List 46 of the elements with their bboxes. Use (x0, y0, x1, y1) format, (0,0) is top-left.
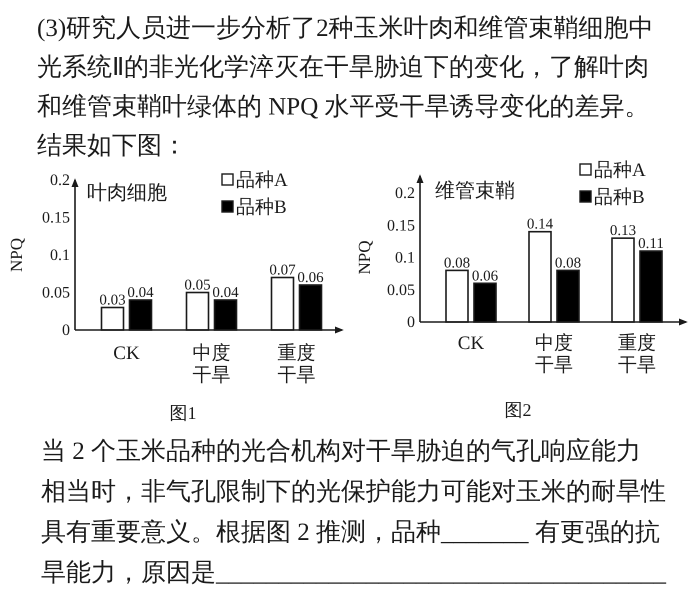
legend-label: 品种B (594, 187, 645, 208)
y-tick-label: 0 (407, 314, 415, 331)
text: 光系统Ⅱ的非光化学淬灭在干旱胁迫下的变化，了解叶肉 (37, 53, 649, 82)
data-label: 0.03 (99, 292, 126, 308)
text: 和维管束鞘叶绿体的 NPQ 水平受干旱诱导变化的差异。 (37, 92, 650, 120)
data-label: 0.08 (554, 255, 582, 272)
y-tick-label: 0.05 (387, 282, 415, 299)
x-tick-label: 中度干旱 (535, 332, 573, 376)
legend-label: 品种A (594, 160, 646, 181)
x-tick-label: CK (458, 333, 484, 354)
text: 结果如下图： (37, 132, 187, 160)
y-tick-label: 0.1 (395, 250, 415, 266)
y-tick-label: 0.2 (395, 185, 415, 202)
data-label: 0.07 (269, 262, 296, 278)
legend-label: 品种B (236, 197, 287, 218)
chart-title: 维管束鞘 (435, 180, 515, 202)
text: 当 2 个玉米品种的光合机构对干旱胁迫的气孔响应能力 (41, 437, 641, 465)
data-label: 0.08 (444, 255, 470, 272)
text: 旱能力，原因是____________________________________ (41, 560, 666, 586)
data-label: 0.14 (526, 216, 554, 233)
y-tick-label: 0.15 (42, 210, 70, 226)
y-tick-label: 0.05 (42, 284, 70, 302)
text: 相当时，非气孔限制下的光保护能力可能对玉米的耐旱性 (41, 478, 666, 506)
y-tick-label: 0 (62, 322, 70, 339)
x-tick-label: 重度干旱 (618, 332, 656, 376)
caption: 图1 (170, 403, 196, 423)
y-axis-title: NPQ (7, 238, 26, 272)
caption: 图2 (504, 400, 532, 420)
legend-label: 品种A (236, 170, 288, 191)
data-label: 0.13 (610, 223, 636, 240)
data-label: 0.04 (127, 285, 154, 301)
data-label: 0.04 (212, 285, 240, 301)
data-label: 0.11 (638, 236, 664, 252)
data-label: 0.05 (184, 278, 211, 294)
x-tick-label: 重度干旱 (278, 342, 316, 386)
chart-title: 叶肉细胞 (87, 182, 167, 204)
y-tick-label: 0.1 (50, 247, 70, 264)
x-tick-label: 中度干旱 (192, 342, 230, 386)
x-tick-label: CK (113, 343, 140, 364)
y-tick-label: 0.15 (387, 217, 415, 234)
y-axis-title: NPQ (355, 240, 374, 275)
data-label: 0.06 (297, 270, 324, 286)
data-label: 0.06 (472, 268, 499, 284)
text: (3)研究人员进一步分析了2种玉米叶肉和维管束鞘细胞中 (37, 14, 654, 42)
text: 具有重要意义。根据图 2 推测，品种_______ 有更强的抗 (41, 518, 660, 546)
y-tick-label: 0.2 (50, 172, 70, 189)
